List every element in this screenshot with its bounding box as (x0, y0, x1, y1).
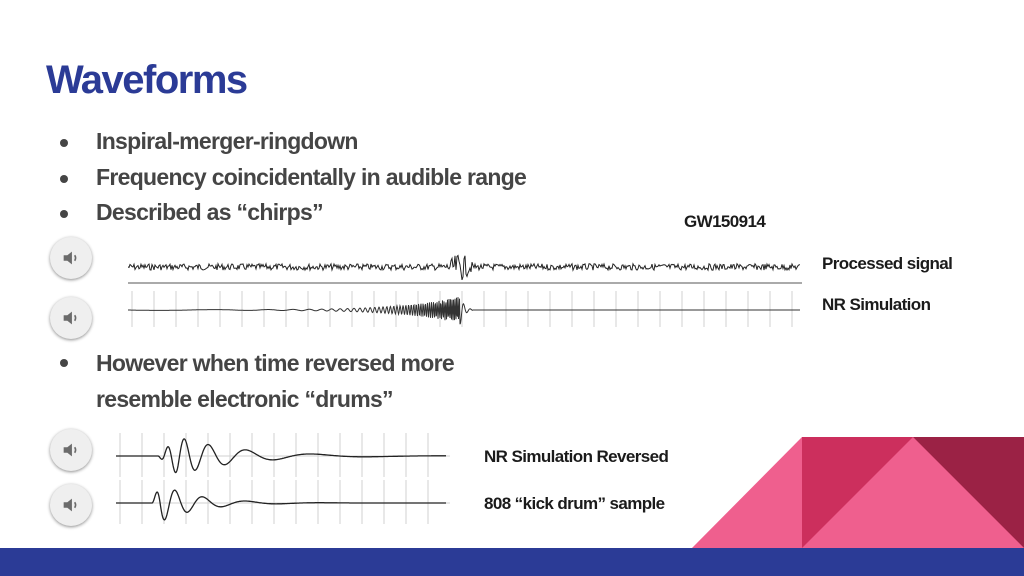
play-nr-simulation-button[interactable] (50, 297, 92, 339)
bullet-line: resemble electronic “drums” (96, 385, 394, 412)
bullet-line: However when time reversed more (96, 350, 455, 376)
play-processed-button[interactable] (50, 237, 92, 279)
event-label: GW150914 (684, 212, 766, 231)
bullet-item: Frequency coincidentally in audible rang… (58, 164, 527, 200)
speaker-icon (63, 311, 77, 325)
bullet-item: Described as “chirps” (58, 199, 526, 235)
processed-signal-waveform (128, 254, 802, 284)
speaker-icon (63, 251, 77, 265)
play-nr-reversed-button[interactable] (50, 429, 92, 471)
nr-reversed-waveform (116, 433, 450, 477)
bullet-item-reversed: However when time reversed more resemble… (58, 346, 455, 417)
nr-reversed-label: NR Simulation Reversed (484, 447, 669, 466)
processed-signal-label: Processed signal (822, 254, 953, 273)
footer-bar (0, 548, 1024, 576)
kick-drum-label: 808 “kick drum” sample (484, 494, 665, 513)
nr-simulation-label: NR Simulation (822, 295, 931, 314)
speaker-icon (63, 498, 77, 512)
bullet-list: Inspiral-merger-ringdown Frequency coinc… (58, 128, 527, 235)
play-kick-drum-button[interactable] (50, 484, 92, 526)
slide-title: Waveforms (46, 58, 248, 102)
bullet-item: Inspiral-merger-ringdown (58, 128, 526, 164)
bullet-list-reversed: However when time reversed more resemble… (58, 346, 455, 417)
kick-drum-waveform (116, 480, 450, 524)
speaker-icon (63, 443, 77, 457)
nr-simulation-waveform (128, 291, 800, 327)
